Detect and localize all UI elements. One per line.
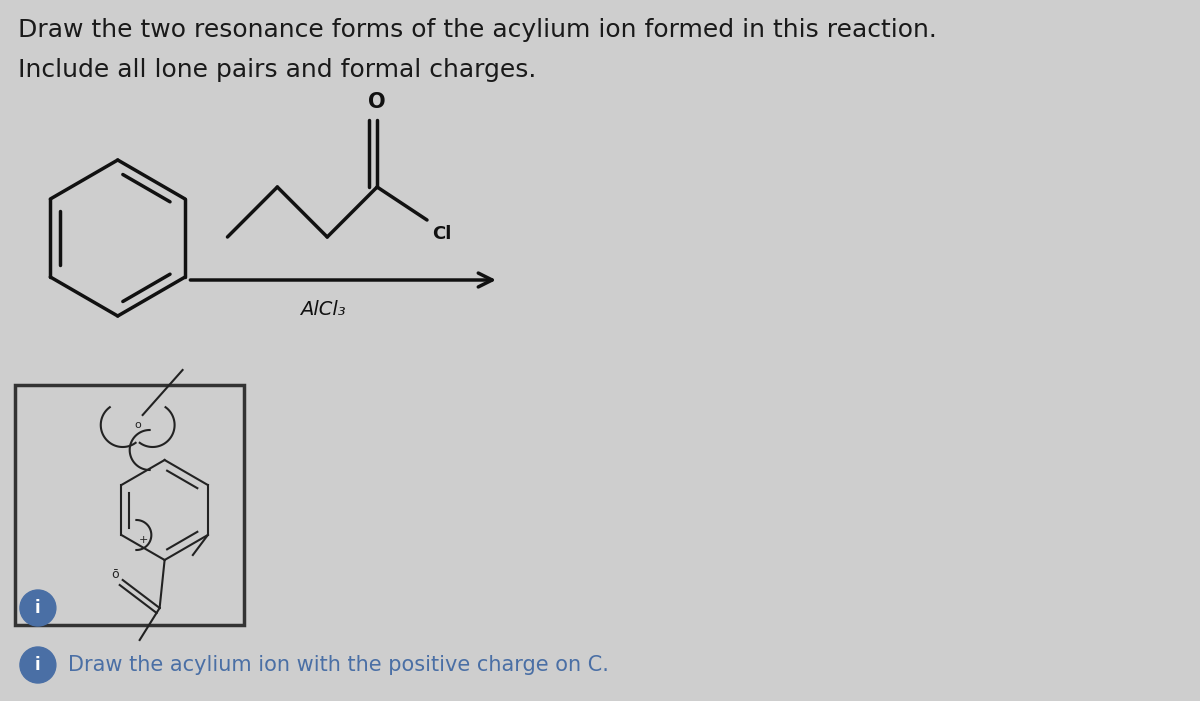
Text: +: + [139, 535, 148, 545]
Text: Include all lone pairs and formal charges.: Include all lone pairs and formal charge… [18, 58, 536, 82]
Text: i: i [35, 656, 41, 674]
Text: ō: ō [110, 569, 119, 582]
Text: Draw the two resonance forms of the acylium ion formed in this reaction.: Draw the two resonance forms of the acyl… [18, 18, 937, 42]
Text: Cl: Cl [432, 225, 451, 243]
Text: Draw the acylium ion with the positive charge on C.: Draw the acylium ion with the positive c… [68, 655, 608, 675]
Circle shape [20, 647, 56, 683]
Circle shape [20, 590, 56, 626]
Text: AlCl₃: AlCl₃ [300, 300, 346, 319]
Text: o: o [134, 420, 142, 430]
Text: i: i [35, 599, 41, 617]
Text: O: O [368, 92, 386, 112]
Bar [14, 385, 245, 625]
